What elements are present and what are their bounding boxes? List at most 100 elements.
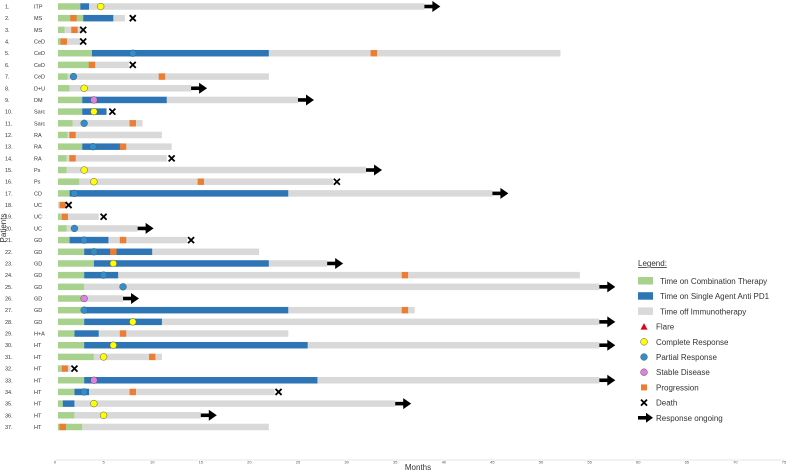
time-off-bar: [268, 260, 328, 267]
arrow-head: [607, 339, 616, 351]
arrow-shaft: [366, 168, 376, 172]
patient-diagnosis: RA: [34, 156, 42, 162]
x-tick-label: 35: [393, 460, 398, 465]
patient-diagnosis: H+A: [34, 332, 45, 338]
response-ongoing-arrow: [492, 187, 509, 199]
legend-label: Partial Response: [656, 353, 717, 362]
single-agent-bar: [69, 236, 109, 244]
combo-therapy-bar: [57, 248, 85, 256]
x-tick-label: 5: [102, 460, 105, 465]
x-axis: 0 5 10 15 20 25 30 35 40 45 50 55 60 65 70 75: [54, 460, 787, 465]
patient-diagnosis: HT: [34, 355, 42, 361]
patient-diagnosis: DM: [34, 98, 43, 104]
patient-diagnosis: GD: [34, 308, 42, 314]
arrow-shaft: [599, 320, 609, 324]
partial-response-marker: [69, 72, 78, 81]
patient-number: 5.: [5, 51, 10, 57]
patient-diagnosis: CeD: [34, 51, 45, 57]
patient-row: 29. H+A: [5, 330, 289, 338]
off-swatch: [638, 307, 653, 315]
partial-swatch: [640, 353, 648, 361]
flare-swatch: [640, 323, 648, 330]
patient-row: 27. GD: [5, 306, 415, 314]
single-agent-bar: [82, 96, 167, 104]
arrow-head: [199, 82, 208, 94]
arrow-head: [335, 257, 344, 269]
complete-response-marker: [109, 341, 117, 349]
patient-number: 13.: [5, 145, 13, 151]
single-agent-bar: [84, 341, 308, 349]
patient-diagnosis: CD: [34, 191, 42, 197]
time-off-bar: [268, 49, 561, 57]
time-off-bar: [317, 377, 600, 384]
arrow-swatch: [646, 412, 653, 423]
patient-number: 10.: [5, 110, 13, 116]
patient-row: 11. Sarc: [5, 119, 143, 127]
combo-therapy-bar: [57, 96, 83, 104]
patient-diagnosis: HT: [34, 425, 42, 431]
patient-row: 10. Sarc: [5, 107, 116, 116]
patient-row: 34. HT: [5, 388, 283, 396]
death-stroke: [79, 26, 87, 34]
patient-number: 28.: [5, 320, 13, 326]
partial-response-marker: [90, 248, 98, 256]
patient-row: 36. HT: [5, 409, 217, 421]
time-off-bar: [69, 85, 192, 92]
combo-therapy-bar: [57, 306, 85, 314]
death-marker: [108, 107, 116, 116]
arrow-shaft: [599, 343, 609, 348]
patient-number: 20.: [5, 226, 13, 232]
time-off-bar: [79, 178, 333, 185]
patient-number: 15.: [5, 168, 13, 174]
arrow-head: [500, 187, 509, 199]
x-tick-label: 65: [685, 460, 690, 465]
single-agent-bar: [74, 330, 99, 337]
combo-therapy-bar: [57, 330, 75, 337]
legend-item-partial: Partial Response: [640, 353, 717, 362]
legend-item-flare: Flare: [640, 323, 675, 332]
patient-row: 14. RA: [5, 154, 176, 162]
patient-row: 3. MS: [5, 26, 87, 34]
time-off-bar: [66, 225, 138, 232]
arrow-head: [607, 316, 616, 328]
patient-diagnosis: GD: [34, 261, 42, 267]
time-off-bar: [98, 330, 289, 337]
patient-diagnosis: HT: [34, 402, 42, 408]
progression-marker: [129, 120, 136, 127]
complete-response-marker: [80, 166, 88, 174]
time-off-bar: [72, 120, 143, 127]
legend-item-complete: Complete Response: [640, 338, 729, 347]
time-off-bar: [67, 131, 162, 139]
arrow-shaft: [123, 296, 133, 301]
combo-therapy-bar: [57, 283, 85, 291]
progression-marker: [401, 306, 409, 314]
progression-marker: [110, 248, 117, 255]
combo-therapy-bar: [57, 155, 67, 162]
partial-response-marker: [80, 306, 88, 314]
time-off-bar: [288, 306, 415, 314]
patient-row: 1. ITP: [5, 1, 441, 12]
patient-number: 35.: [5, 402, 13, 408]
death-marker: [99, 213, 108, 221]
progression-marker: [61, 213, 68, 220]
patient-number: 25.: [5, 285, 13, 291]
progression-swatch: [641, 384, 647, 391]
patient-diagnosis: Ps: [34, 168, 41, 174]
patient-diagnosis: GD: [34, 238, 42, 244]
response-ongoing-arrow: [424, 1, 441, 12]
death-stroke: [70, 364, 79, 373]
patient-row: 9. DM: [5, 94, 314, 106]
complete-response-marker: [80, 84, 88, 92]
stable-swatch: [640, 368, 648, 376]
combo-therapy-bar: [57, 38, 61, 45]
combo-therapy-bar: [57, 377, 85, 384]
death-marker: [187, 236, 195, 244]
combo-therapy-bar: [57, 120, 73, 127]
arrow-head: [131, 293, 140, 304]
partial-response-marker: [89, 143, 97, 151]
patient-number: 6.: [5, 63, 10, 69]
x-tick-label: 10: [150, 460, 155, 465]
patient-row: 16. Ps: [5, 178, 341, 186]
single-swatch: [638, 292, 653, 300]
response-ongoing-arrow: [200, 409, 217, 421]
